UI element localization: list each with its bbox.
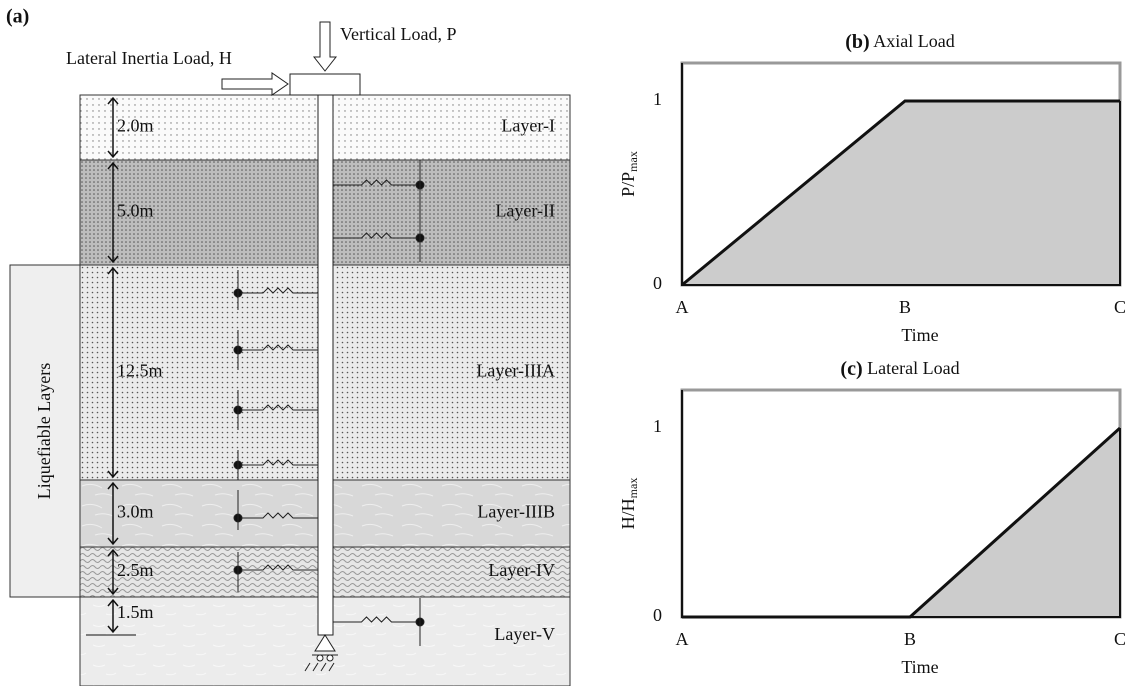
y-tick-label: 1 xyxy=(653,416,662,436)
panel-label: (a) xyxy=(6,6,29,28)
x-axis-label: Time xyxy=(901,657,938,677)
layer-name: Layer-IIIB xyxy=(477,502,555,522)
load-area xyxy=(682,428,1120,617)
layer-name: Layer-II xyxy=(495,201,555,221)
load-area xyxy=(682,101,1120,285)
y-axis-label: P/Pmax xyxy=(618,151,640,197)
layer-name: Layer-V xyxy=(494,624,555,644)
pile-cap xyxy=(290,74,360,95)
lateral-load-label: Lateral Inertia Load, H xyxy=(66,48,232,68)
vertical-load-label: Vertical Load, P xyxy=(340,24,456,44)
chart-title: (c) Lateral Load xyxy=(840,358,959,380)
vertical-arrow xyxy=(314,22,336,71)
liquefiable-label: Liquefiable Layers xyxy=(34,363,54,499)
figure: Liquefiable Layers 2.0m Layer-I 5.0m Layer-… xyxy=(0,0,1136,686)
lateral-arrow xyxy=(222,73,288,95)
layer-thickness: 2.0m xyxy=(117,116,154,136)
layer-thickness: 3.0m xyxy=(117,502,154,522)
layer-thickness: 5.0m xyxy=(117,201,154,221)
layer-thickness: 12.5m xyxy=(117,361,163,381)
x-tick-label: C xyxy=(1114,297,1126,317)
chart-title: (b) Axial Load xyxy=(845,31,954,53)
panel-label: (b) xyxy=(845,31,869,53)
x-tick-label: A xyxy=(676,629,689,649)
layer-name: Layer-IV xyxy=(488,560,555,580)
pile xyxy=(318,95,333,635)
y-tick-label: 0 xyxy=(653,605,662,625)
x-axis-label: Time xyxy=(901,325,938,345)
x-tick-label: B xyxy=(899,297,911,317)
panel-label: (c) xyxy=(840,358,862,380)
y-axis-label-sub: max xyxy=(626,151,640,172)
y-tick-label: 1 xyxy=(653,89,662,109)
layer-thickness: 1.5m xyxy=(117,602,154,622)
x-tick-label: C xyxy=(1114,629,1126,649)
x-tick-label: B xyxy=(904,629,916,649)
layer-thickness: 2.5m xyxy=(117,560,154,580)
y-tick-label: 0 xyxy=(653,273,662,293)
y-axis-label-sub: max xyxy=(626,478,640,499)
layer-name: Layer-I xyxy=(501,116,555,136)
layer-name: Layer-IIIA xyxy=(476,361,555,381)
y-axis-label: H/Hmax xyxy=(618,478,640,530)
x-tick-label: A xyxy=(676,297,689,317)
